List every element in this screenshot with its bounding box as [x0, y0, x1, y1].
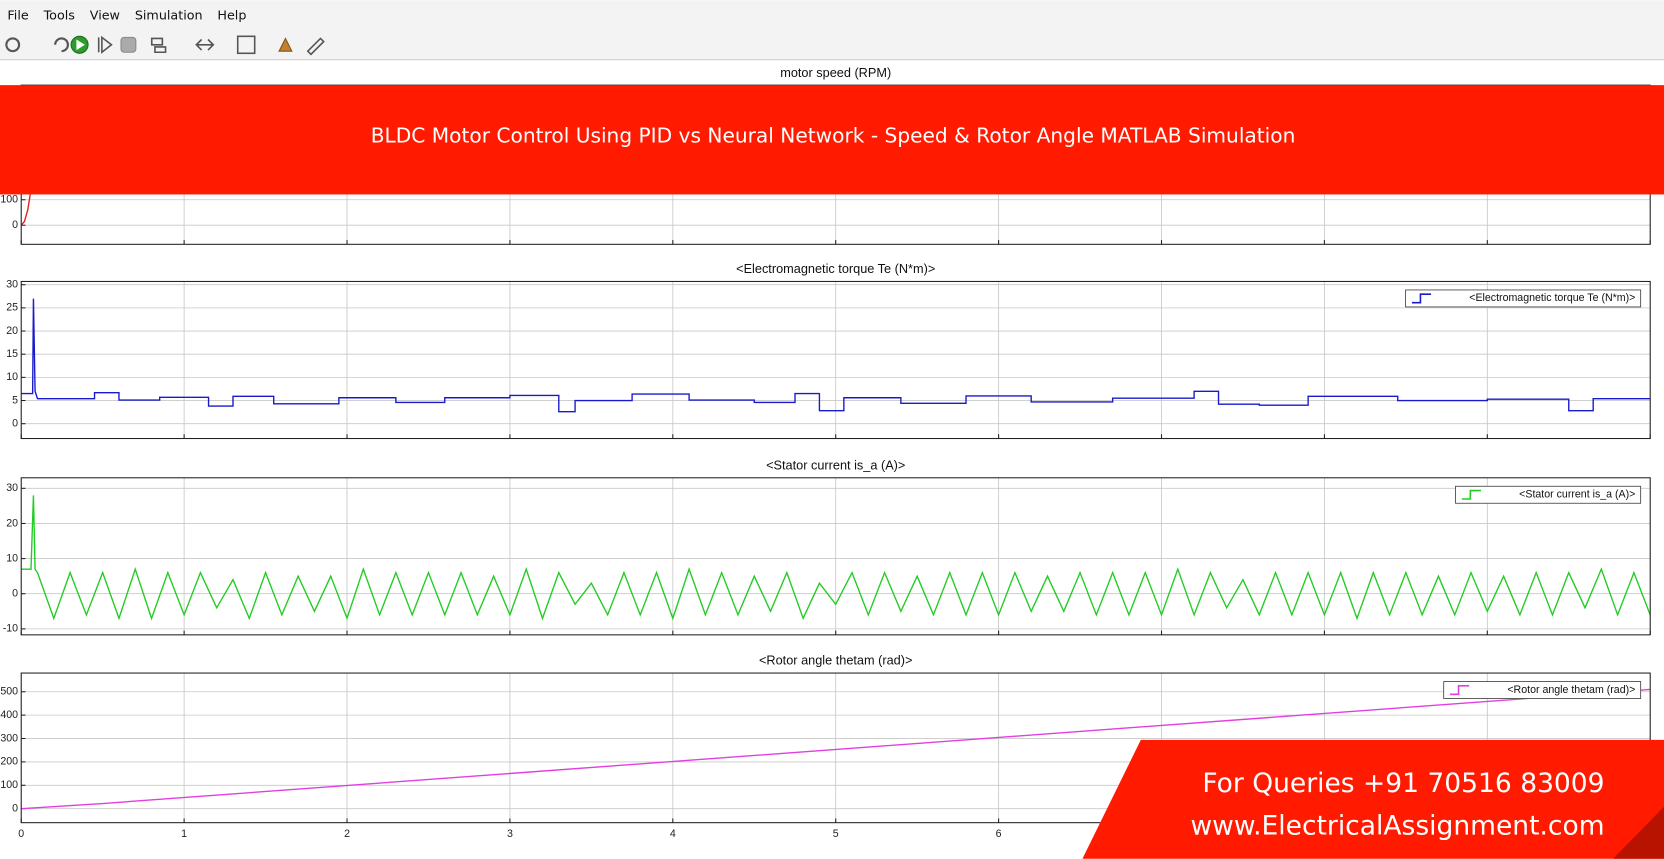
y-tick-label: 25	[6, 302, 18, 314]
y-tick-label: 15	[6, 348, 18, 360]
y-tick-label: 100	[0, 779, 18, 791]
menu-item[interactable]: Simulation	[135, 9, 203, 24]
y-tick-label: 10	[6, 552, 18, 564]
legend-label: <Rotor angle thetam (rad)>	[1507, 684, 1635, 696]
series-line	[21, 495, 1651, 621]
y-tick-label: 0	[12, 219, 18, 231]
step-back-icon[interactable]	[54, 37, 69, 53]
plot-title: <Stator current is_a (A)>	[766, 457, 905, 472]
legend-box	[1443, 681, 1642, 699]
y-tick-label: 200	[0, 756, 18, 768]
banner-bg	[0, 85, 1664, 195]
y-tick-label: 400	[0, 709, 18, 721]
banner-text: BLDC Motor Control Using PID vs Neural N…	[371, 124, 1296, 148]
menu-item[interactable]: View	[90, 9, 120, 24]
toolbar-icons	[5, 35, 325, 56]
contact-phone[interactable]: For Queries +91 70516 83009	[1202, 768, 1604, 799]
y-tick-label: 500	[0, 686, 18, 698]
legend-swatch	[1450, 684, 1470, 696]
zoom-icon[interactable]	[195, 38, 215, 51]
y-tick-label: 20	[6, 325, 18, 337]
legend: <Rotor angle thetam (rad)>	[1443, 681, 1642, 699]
x-tick-label: 4	[670, 828, 676, 840]
legend-label: <Stator current is_a (A)>	[1519, 489, 1635, 501]
menu-item[interactable]: File	[7, 9, 28, 24]
y-tick-label: 5	[12, 394, 18, 406]
y-tick-label: 30	[6, 482, 18, 494]
y-tick-label: 0	[12, 802, 18, 814]
contact-box: For Queries +91 70516 83009 www.Electric…	[1082, 739, 1664, 859]
x-tick-label: 6	[996, 828, 1002, 840]
y-tick-label: 0	[12, 588, 18, 600]
y-tick-label: 300	[0, 732, 18, 744]
contact-bg	[1082, 739, 1664, 859]
legend-label: <Electromagnetic torque Te (N*m)>	[1469, 292, 1635, 304]
x-tick-label: 2	[344, 828, 350, 840]
x-tick-label: 3	[507, 828, 513, 840]
run-glyph	[76, 39, 85, 51]
highlight-icon[interactable]	[150, 37, 167, 54]
plot-border	[20, 477, 1651, 636]
plot-title: motor speed (RPM)	[780, 65, 891, 80]
legend-swatch	[1461, 489, 1481, 500]
contact-website[interactable]: www.ElectricalAssignment.com	[1190, 810, 1604, 841]
autoscale-icon[interactable]	[236, 35, 256, 55]
menu-item[interactable]: Help	[217, 9, 246, 24]
x-tick-label: 1	[181, 828, 187, 840]
y-tick-label: -10	[3, 623, 18, 635]
x-tick-label: 0	[18, 828, 24, 840]
menu-bar	[0, 0, 1664, 30]
legend-box	[1405, 289, 1642, 308]
legend-swatch	[1411, 293, 1432, 304]
step-forward-icon[interactable]	[97, 35, 113, 54]
series-line	[21, 688, 1651, 810]
y-tick-label: 0	[12, 417, 18, 429]
menu-item[interactable]: Tools	[43, 9, 75, 24]
plot-border	[20, 280, 1651, 440]
plot-title: <Rotor angle thetam (rad)>	[759, 653, 912, 668]
toolbar	[0, 29, 1664, 60]
trigger-icon[interactable]	[278, 37, 293, 52]
contact-corner	[1613, 806, 1664, 859]
y-tick-label: 20	[6, 517, 18, 529]
menu: File Tools View Simulation Help	[7, 9, 246, 24]
settings-icon[interactable]	[5, 37, 21, 53]
legend: <Stator current is_a (A)>	[1455, 485, 1642, 504]
plot-title: <Electromagnetic torque Te (N*m)>	[736, 261, 935, 276]
x-tick-label: 5	[833, 828, 839, 840]
legend-box	[1455, 485, 1642, 504]
series-line	[21, 298, 1651, 413]
legend: <Electromagnetic torque Te (N*m)>	[1405, 289, 1642, 308]
y-tick-label: 10	[6, 371, 18, 383]
style-icon[interactable]	[306, 37, 325, 56]
title-banner: BLDC Motor Control Using PID vs Neural N…	[0, 85, 1664, 195]
stop-icon[interactable]	[120, 36, 137, 53]
y-tick-label: 30	[6, 278, 18, 290]
y-tick-label: 100	[0, 194, 18, 206]
